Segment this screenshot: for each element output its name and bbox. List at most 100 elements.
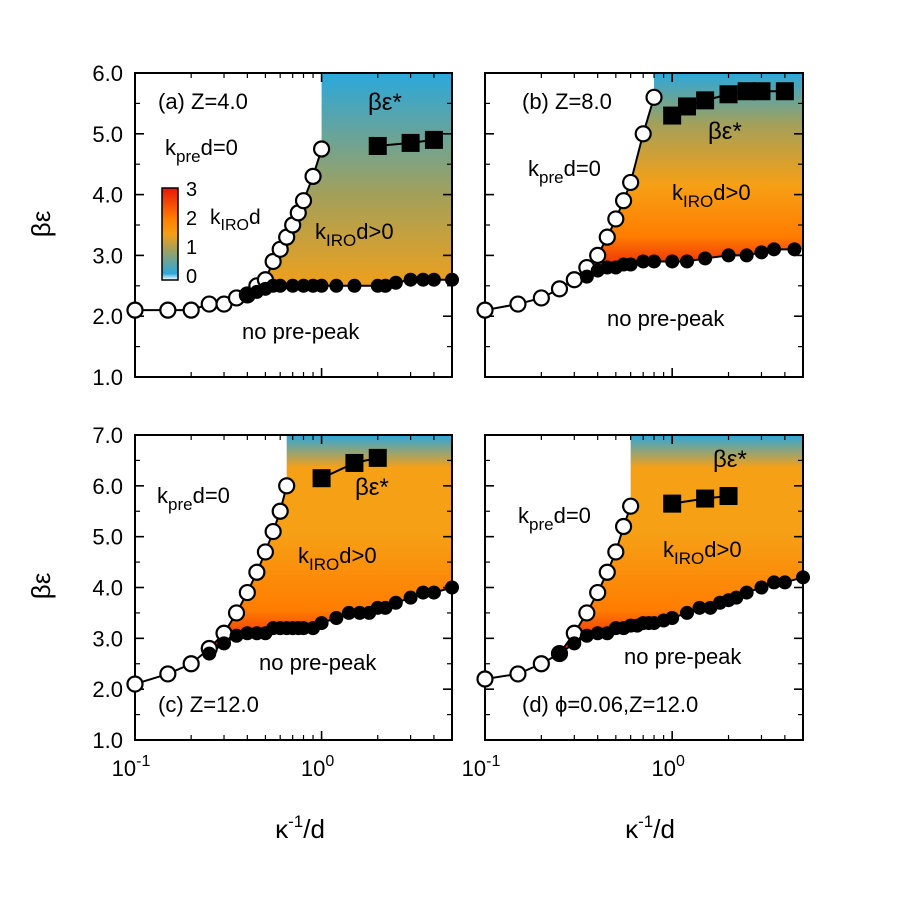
- kiro-label: kIROd>0: [663, 537, 742, 568]
- square-point: [663, 106, 682, 125]
- open-circle-point: [294, 192, 313, 210]
- filled-circle-point: [347, 278, 362, 293]
- kiro-label-sub: IRO: [683, 192, 713, 211]
- open-circle-point: [271, 502, 289, 520]
- open-circle-point: [634, 125, 652, 143]
- filled-circle-point: [403, 590, 418, 605]
- beps-star-label: βε*: [368, 89, 402, 116]
- open-circle-point: [550, 280, 569, 298]
- kpre-label-sub: pre: [176, 147, 201, 166]
- beps-star-label: βε*: [713, 446, 747, 473]
- x-tick-exponent: -1: [486, 753, 500, 770]
- filled-circle-point: [416, 272, 431, 287]
- kpre-label-main: k: [528, 156, 540, 181]
- kpre-label: kpred=0: [165, 135, 238, 166]
- filled-circle-point: [416, 585, 431, 600]
- open-circle-point: [238, 583, 256, 602]
- kpre-label: kpred=0: [518, 503, 591, 534]
- x-tick-exponent: 0: [325, 753, 334, 770]
- kiro-label-main: k: [315, 219, 327, 244]
- x-tick-exponent: 0: [676, 753, 685, 770]
- open-circle-point: [598, 563, 616, 581]
- y-tick-label: 2.0: [92, 677, 123, 702]
- kiro-label-tail: d>0: [356, 219, 393, 244]
- filled-circle-point: [739, 585, 754, 600]
- filled-circle-point: [636, 254, 651, 269]
- open-circle-point: [589, 583, 607, 602]
- open-circle-point: [645, 88, 663, 106]
- filled-circle-point: [579, 628, 594, 643]
- square-point: [401, 133, 420, 152]
- kiro-label-sub: IRO: [326, 231, 356, 250]
- filled-circle-point: [285, 278, 300, 293]
- filled-circle-point: [729, 590, 744, 605]
- kiro-label-tail: d>0: [713, 180, 750, 205]
- square-point: [696, 91, 715, 110]
- panel-a: 1.02.03.04.05.06.0(a) Z=4.0kpred=0kIROd>…: [92, 61, 459, 390]
- y-tick-label: 3.0: [92, 626, 123, 651]
- x-axis-label-left-main: κ: [275, 814, 289, 844]
- y-tick-label: 5.0: [92, 525, 123, 550]
- y-tick-label: 4.0: [92, 183, 123, 208]
- square-point: [752, 82, 771, 101]
- filled-circle-point: [388, 275, 403, 290]
- open-circle-point: [614, 192, 633, 210]
- kiro-label-tail: d>0: [704, 537, 741, 562]
- x-tick-label: 100: [651, 753, 684, 781]
- colorbar-label-tail: d: [249, 206, 261, 229]
- filled-circle-point: [426, 272, 441, 287]
- y-tick-label: 3.0: [92, 243, 123, 268]
- open-circle-point: [476, 301, 494, 319]
- open-circle-point: [304, 167, 322, 185]
- open-circle-point: [200, 295, 218, 313]
- panel-title: (d) ϕ=0.06,Z=12.0: [522, 692, 698, 717]
- panel-title: (c) Z=12.0: [158, 692, 259, 717]
- colorbar: 3 2 1 0 kIROd: [161, 179, 261, 288]
- filled-circle-point: [754, 245, 769, 260]
- filled-circle-point: [679, 254, 694, 269]
- square-point: [312, 469, 331, 488]
- open-circle-point: [509, 665, 527, 683]
- square-point: [345, 453, 364, 472]
- x-axis-label-right-tail: /d: [653, 814, 675, 844]
- open-circle-point: [182, 655, 200, 673]
- open-circle-point: [264, 522, 282, 541]
- x-tick-base: 10: [651, 756, 675, 781]
- filled-circle-point: [314, 278, 329, 293]
- colorbar-tick-2: 2: [186, 208, 197, 230]
- kpre-label-tail: d=0: [564, 156, 601, 181]
- y-tick-label: 1.0: [92, 365, 123, 390]
- open-circle-point: [509, 295, 527, 313]
- y-tick-label: 4.0: [92, 576, 123, 601]
- colorbar-tick-0: 0: [186, 266, 197, 288]
- filled-circle-point: [692, 600, 707, 615]
- panel-c: 1.02.03.04.05.06.07.010-1 100(c) Z=12.0kp…: [92, 423, 459, 781]
- filled-circle-point: [754, 580, 769, 595]
- filled-circle-point: [552, 646, 567, 661]
- x-tick-label: 10-1: [112, 753, 151, 781]
- filled-circle-point: [567, 636, 582, 651]
- colorbar-label-main: k: [210, 206, 221, 229]
- x-tick-base: 10: [462, 756, 486, 781]
- filled-circle-point: [698, 251, 713, 266]
- heatmap-region: [247, 73, 452, 295]
- open-circle-point: [578, 604, 596, 622]
- filled-circle-point: [665, 254, 680, 269]
- x-axis-label-right: κ-1/d: [625, 812, 675, 844]
- filled-circle-point: [777, 575, 792, 590]
- y-tick-label: 6.0: [92, 474, 123, 499]
- filled-circle-point: [767, 575, 782, 590]
- filled-circle-point: [403, 272, 418, 287]
- filled-circle-point: [426, 585, 441, 600]
- filled-circle-point: [590, 626, 605, 641]
- filled-circle-point: [679, 605, 694, 620]
- kpre-label-tail: d=0: [554, 503, 591, 528]
- open-circle-point: [565, 271, 583, 289]
- kpre-label-tail: d=0: [201, 135, 238, 160]
- filled-circle-point: [787, 242, 802, 257]
- open-circle-point: [248, 563, 266, 581]
- x-tick-label: 10-1: [462, 753, 501, 781]
- square-point: [737, 82, 756, 101]
- open-circle-point: [622, 173, 640, 192]
